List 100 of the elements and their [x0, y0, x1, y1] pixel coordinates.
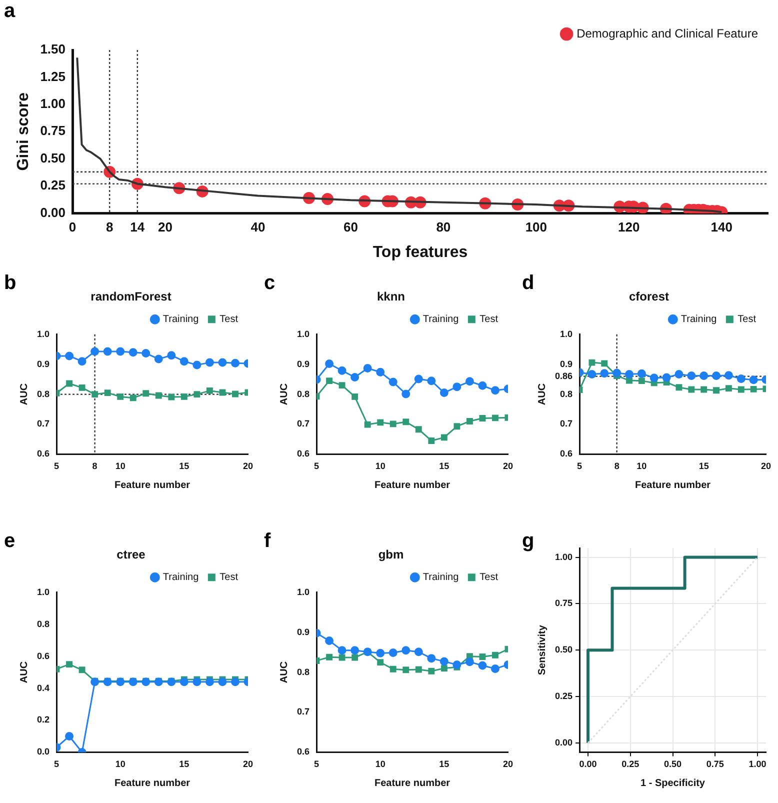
legend-label: Test [480, 314, 498, 326]
x-tick-label: 8 [614, 461, 620, 472]
chart-title: ctree [116, 548, 146, 562]
y-tick-label: 1.25 [40, 68, 66, 84]
legend-label: Training [680, 314, 717, 326]
y-tick-label: 1.0 [296, 586, 310, 597]
x-tick-label: 15 [179, 759, 190, 770]
chart-title: gbm [378, 548, 404, 562]
x-tick-label: 10 [375, 759, 386, 770]
text: f [264, 530, 271, 553]
y-axis-title: AUC [18, 383, 30, 406]
x-tick-label: 80 [436, 220, 451, 235]
x-tick-label: 5 [54, 461, 60, 472]
text: a [4, 0, 16, 23]
x-axis-title: Feature number [374, 480, 450, 491]
x-tick-label: 140 [710, 220, 732, 235]
text: b [4, 272, 16, 295]
x-axis-title: Top features [372, 244, 468, 261]
text: e [4, 530, 16, 553]
legend-label: Training [422, 314, 459, 326]
x-axis-title: Feature number [374, 778, 450, 789]
y-tick-label: 0.9 [560, 358, 573, 369]
y-axis-title: AUC [536, 383, 548, 406]
x-tick-label: 10 [636, 461, 647, 472]
x-tick-label: 100 [525, 220, 548, 235]
x-tick-label: 15 [179, 461, 190, 472]
x-axis-title: 1 - Specificity [640, 778, 706, 789]
x-tick-label: 10 [375, 461, 386, 472]
x-tick-label: 20 [760, 461, 772, 472]
chart-title: kknn [376, 290, 406, 304]
x-tick-label: 5 [54, 759, 60, 770]
x-tick-label: 0.00 [579, 759, 597, 770]
x-tick-label: 10 [115, 759, 126, 770]
legend-label: Training [162, 314, 199, 326]
x-tick-label: 14 [130, 220, 146, 235]
x-tick-label: 120 [618, 220, 640, 235]
y-tick-label: 0.6 [36, 448, 50, 459]
y-tick-label: 0.6 [296, 746, 310, 757]
x-axis-title: Feature number [114, 778, 190, 789]
y-tick-label: 1.0 [296, 328, 310, 339]
y-tick-label: 1.0 [36, 586, 50, 597]
chart-title: cforest [628, 290, 670, 304]
y-tick-label: 0.7 [296, 706, 310, 717]
y-tick-label: 1.50 [40, 42, 66, 57]
text: c [264, 272, 276, 295]
x-tick-label: 5 [314, 461, 320, 472]
y-tick-label: 1.0 [36, 328, 50, 339]
y-tick-label: 0.9 [296, 358, 310, 369]
x-tick-label: 20 [502, 759, 514, 770]
y-tick-label: 0.0 [36, 746, 50, 757]
y-tick-label: 0.6 [36, 650, 50, 661]
legend-label: Demographic and Clinical Feature [576, 26, 758, 40]
y-axis-title: AUC [18, 661, 30, 684]
y-tick-label: 0.75 [554, 598, 573, 608]
y-tick-label: 1.00 [40, 96, 66, 111]
y-tick-label: 0.7 [36, 418, 50, 429]
y-tick-label: 0.50 [554, 644, 573, 655]
y-tick-label: 0.6 [560, 448, 573, 459]
y-tick-label: 0.9 [36, 358, 50, 369]
x-tick-label: 0.75 [706, 759, 724, 770]
legend-label: Test [220, 314, 238, 326]
text: d [522, 272, 534, 295]
y-tick-label: 0.6 [296, 448, 310, 459]
y-tick-label: 0.9 [296, 626, 310, 637]
x-tick-label: 8 [92, 461, 98, 472]
x-tick-label: 8 [106, 220, 114, 235]
text: g [522, 530, 534, 553]
y-tick-label: 0.2 [36, 714, 50, 725]
y-tick-label: 0.7 [560, 418, 573, 429]
y-tick-label: 0.00 [554, 737, 573, 748]
y-tick-label: 0.25 [554, 690, 573, 701]
x-tick-label: 5 [314, 759, 320, 770]
legend-label: Test [220, 572, 238, 584]
x-tick-label: 0.25 [622, 759, 640, 770]
y-axis-title: AUC [278, 383, 290, 406]
x-tick-label: 40 [250, 220, 266, 235]
y-tick-label: 0.8 [36, 618, 50, 629]
x-axis-title: Feature number [634, 480, 711, 491]
y-tick-label: 0.8 [36, 388, 50, 399]
x-tick-label: 20 [242, 759, 254, 770]
y-axis-title: Sensitivity [536, 624, 548, 676]
legend-label: Training [162, 572, 199, 584]
y-tick-label: 0.75 [40, 123, 66, 138]
y-tick-label: 0.00 [40, 204, 66, 220]
legend-label: Training [422, 572, 459, 584]
x-tick-label: 15 [439, 759, 450, 770]
legend-label: Test [738, 314, 756, 326]
y-tick-label: 0.50 [40, 150, 66, 166]
x-axis-title: Feature number [114, 480, 190, 491]
y-tick-label: 1.0 [560, 328, 573, 339]
y-tick-label: 0.8 [296, 666, 310, 677]
x-tick-label: 60 [343, 220, 358, 235]
x-tick-label: 0 [68, 220, 76, 235]
x-tick-label: 0.50 [664, 759, 682, 770]
x-tick-label: 20 [502, 461, 514, 472]
y-tick-label: 0.8 [560, 388, 573, 399]
y-tick-label: 0.25 [40, 178, 66, 193]
y-tick-label: 0.8 [296, 388, 310, 399]
x-tick-label: 15 [698, 461, 709, 472]
y-tick-label: 1.00 [554, 552, 573, 562]
